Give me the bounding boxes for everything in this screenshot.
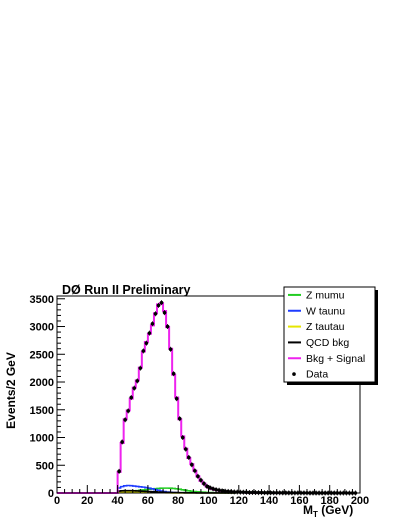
data-point: [183, 447, 188, 451]
x-tick-label: 120: [230, 495, 248, 507]
data-point: [144, 341, 149, 345]
data-point: [171, 371, 176, 376]
y-axis-label: Events/2 GeV: [4, 352, 18, 429]
legend-marker: [292, 372, 296, 376]
data-point: [117, 469, 121, 474]
legend-entry: QCD bkg: [288, 337, 349, 349]
data-point: [147, 331, 152, 335]
data-point: [126, 409, 131, 413]
data-point: [190, 462, 194, 467]
legend-label: Data: [306, 369, 328, 381]
data-point: [211, 487, 215, 491]
legend-box: [283, 286, 376, 383]
y-tick-label: 2500: [30, 349, 54, 361]
legend-entry: Bkg + Signal: [288, 353, 365, 365]
x-tick-label: 20: [81, 495, 93, 507]
data-point: [162, 310, 167, 315]
x-axis-label-main: M: [303, 503, 313, 517]
y-tick-label: 1500: [30, 405, 54, 417]
data-point: [129, 395, 134, 400]
data-point: [153, 311, 158, 316]
data-point: [123, 417, 127, 422]
data-point: [180, 435, 185, 440]
x-axis-label: MT (GeV): [303, 503, 353, 519]
data-point: [205, 484, 209, 489]
legend-label: QCD bkg: [306, 337, 349, 349]
x-tick-label: 100: [199, 495, 217, 507]
x-tick-label: 200: [351, 495, 369, 507]
data-point: [156, 303, 161, 308]
x-tick-label: 60: [142, 495, 154, 507]
legend-entry: W taunu: [288, 305, 345, 317]
x-tick-label: 0: [54, 495, 60, 507]
data-point: [226, 489, 230, 494]
data-point: [193, 469, 197, 473]
data-point: [174, 396, 179, 401]
chart-title: DØ Run II Preliminary: [62, 283, 191, 297]
data-point: [141, 349, 146, 353]
data-point: [165, 324, 170, 329]
data-point: [135, 379, 140, 383]
y-tick-label: 0: [48, 488, 54, 500]
legend: Z mumu W taunu Z tautau QCD bkg Bkg + Signal…: [283, 286, 378, 385]
data-point: [220, 488, 224, 493]
data-point: [138, 366, 143, 370]
legend-entry: Z mumu: [288, 289, 345, 301]
legend-label: Z tautau: [306, 321, 345, 333]
data-point: [159, 300, 164, 305]
x-tick-label: 160: [290, 495, 308, 507]
data-point: [223, 489, 227, 494]
legend-entries: Z mumu W taunu Z tautau QCD bkg Bkg + Signal…: [288, 289, 365, 381]
y-tick-label: 2000: [30, 377, 54, 389]
x-axis-label-unit: (GeV): [318, 503, 353, 517]
data-point: [132, 386, 137, 390]
data-point: [177, 416, 182, 421]
data-point: [168, 347, 173, 352]
axis-layer: 0 20 40 60 80 100 120 140 160 180 2000500100015002…: [30, 294, 370, 507]
data-point: [187, 455, 191, 460]
data-point: [217, 488, 221, 493]
legend-label: Z mumu: [306, 289, 345, 301]
legend-entry: Data: [292, 369, 328, 381]
x-axis-label-subscript: T: [313, 510, 318, 519]
x-tick-label: 40: [111, 495, 123, 507]
data-point: [199, 478, 203, 483]
legend-label: W taunu: [306, 305, 345, 317]
data-point: [202, 481, 206, 486]
legend-label: Bkg + Signal: [306, 353, 365, 365]
data-point: [208, 485, 212, 490]
y-tick-label: 3000: [30, 322, 54, 334]
data-point: [150, 321, 155, 326]
y-tick-label: 1000: [30, 433, 54, 445]
data-point: [120, 440, 124, 444]
x-tick-label: 180: [321, 495, 339, 507]
legend-entry: Z tautau: [288, 321, 345, 333]
y-tick-label: 500: [36, 460, 54, 472]
data-point: [196, 474, 200, 479]
y-tick-label: 3500: [30, 294, 54, 306]
x-tick-label: 140: [260, 495, 278, 507]
x-tick-label: 80: [172, 495, 184, 507]
